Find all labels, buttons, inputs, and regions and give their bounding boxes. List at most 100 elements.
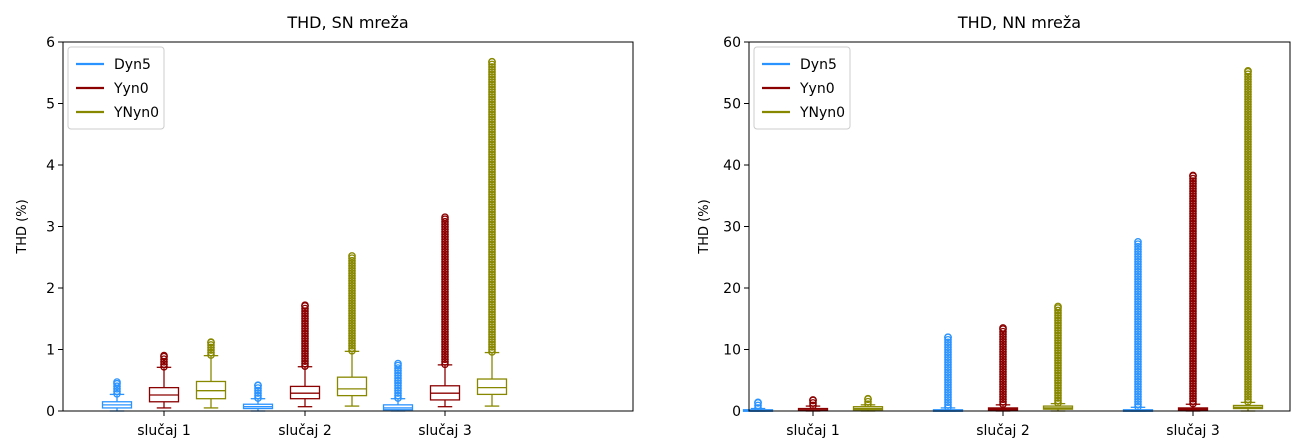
outlier-point	[999, 392, 1007, 401]
outlier-point	[944, 383, 952, 392]
outlier-point	[1244, 102, 1252, 111]
outlier-point	[1189, 232, 1197, 240]
outlier-point	[1244, 235, 1252, 244]
outlier-point	[1244, 125, 1252, 134]
outlier-point	[488, 173, 496, 181]
outlier-point	[1189, 304, 1197, 313]
outlier-point	[1244, 382, 1252, 391]
outlier-point	[1244, 95, 1252, 104]
outlier-point	[488, 238, 496, 246]
outlier-point	[944, 370, 952, 379]
outlier-point	[1134, 270, 1142, 279]
outlier-point	[999, 324, 1007, 332]
outlier-point	[488, 125, 496, 134]
outlier-point	[488, 220, 496, 229]
outlier-point	[1244, 312, 1252, 321]
outlier-point	[999, 345, 1007, 354]
outlier-point	[1244, 92, 1252, 101]
outlier-point	[348, 286, 356, 295]
outlier-point	[1189, 364, 1197, 373]
outlier-point	[488, 120, 496, 129]
outlier-point	[488, 198, 496, 206]
box-Dyn5-1	[101, 378, 133, 412]
outlier-point	[1244, 315, 1252, 324]
outlier-point	[1244, 207, 1252, 216]
outlier-point	[1244, 212, 1252, 221]
outlier-point	[1134, 252, 1142, 261]
outlier-point	[301, 317, 309, 325]
outlier-point	[1134, 255, 1142, 264]
outlier-point	[1134, 330, 1142, 339]
outlier-point	[944, 373, 952, 382]
outlier-point	[1134, 382, 1142, 391]
outlier-point	[394, 379, 402, 387]
outlier-point	[1054, 361, 1062, 370]
outlier-point	[1134, 300, 1142, 309]
y-tick-label: 3	[46, 220, 55, 236]
outlier-point	[488, 298, 496, 306]
outlier-point	[441, 265, 449, 274]
outlier-point	[1244, 320, 1252, 329]
outlier-point	[1244, 352, 1252, 361]
outlier-point	[488, 203, 496, 211]
outlier-point	[348, 294, 356, 303]
outlier-point	[301, 309, 309, 318]
outlier-point	[1244, 200, 1252, 209]
outlier-point	[488, 210, 496, 219]
outlier-point	[1244, 100, 1252, 109]
outlier-point	[348, 339, 356, 348]
outlier-point	[488, 93, 496, 101]
outlier-point	[301, 301, 309, 310]
outlier-point	[1189, 342, 1197, 350]
outlier-point	[1189, 362, 1197, 370]
outlier-point	[1054, 364, 1062, 372]
outlier-point	[1189, 387, 1197, 395]
outlier-point	[488, 288, 496, 296]
outlier-point	[488, 323, 496, 331]
box-Yyn0-2	[289, 301, 321, 408]
outlier-point	[1244, 287, 1252, 296]
outlier-point	[1244, 75, 1252, 84]
outlier-point	[394, 386, 402, 395]
outlier-point	[488, 248, 496, 256]
outlier-point	[1189, 349, 1197, 358]
outlier-point	[1244, 335, 1252, 344]
outlier-point	[301, 344, 309, 353]
outlier-point	[999, 377, 1007, 386]
outlier-point	[488, 83, 496, 91]
outlier-point	[999, 340, 1007, 349]
outlier-point	[113, 382, 121, 391]
outlier-point	[1244, 292, 1252, 301]
outlier-point	[1189, 227, 1197, 235]
outlier-point	[1189, 257, 1197, 265]
outlier-point	[488, 278, 496, 286]
outlier-point	[1134, 395, 1142, 404]
outlier-point	[1244, 122, 1252, 131]
outlier-point	[944, 348, 952, 357]
outlier-point	[348, 319, 356, 328]
outlier-point	[1054, 384, 1062, 392]
outlier-point	[1134, 325, 1142, 334]
outlier-point	[1244, 87, 1252, 96]
outlier-point	[488, 313, 496, 321]
outlier-point	[1244, 67, 1252, 75]
outlier-point	[394, 384, 402, 392]
outlier-point	[1189, 319, 1197, 328]
outlier-point	[1189, 287, 1197, 295]
outlier-point	[1244, 210, 1252, 219]
outlier-point	[488, 213, 496, 221]
outlier-point	[1244, 165, 1252, 174]
outlier-point	[1244, 150, 1252, 159]
outlier-point	[488, 300, 496, 309]
outlier-point	[1189, 379, 1197, 388]
outlier-point	[1244, 90, 1252, 99]
outlier-point	[441, 275, 449, 284]
outlier-point	[1054, 341, 1062, 350]
outlier-point	[1189, 352, 1197, 360]
box-YNyn0-3	[1232, 67, 1264, 412]
outlier-point	[488, 80, 496, 89]
outlier-point	[1189, 239, 1197, 248]
outlier-point	[488, 233, 496, 241]
legend-label: Yyn0	[113, 81, 149, 97]
outlier-point	[1054, 329, 1062, 337]
